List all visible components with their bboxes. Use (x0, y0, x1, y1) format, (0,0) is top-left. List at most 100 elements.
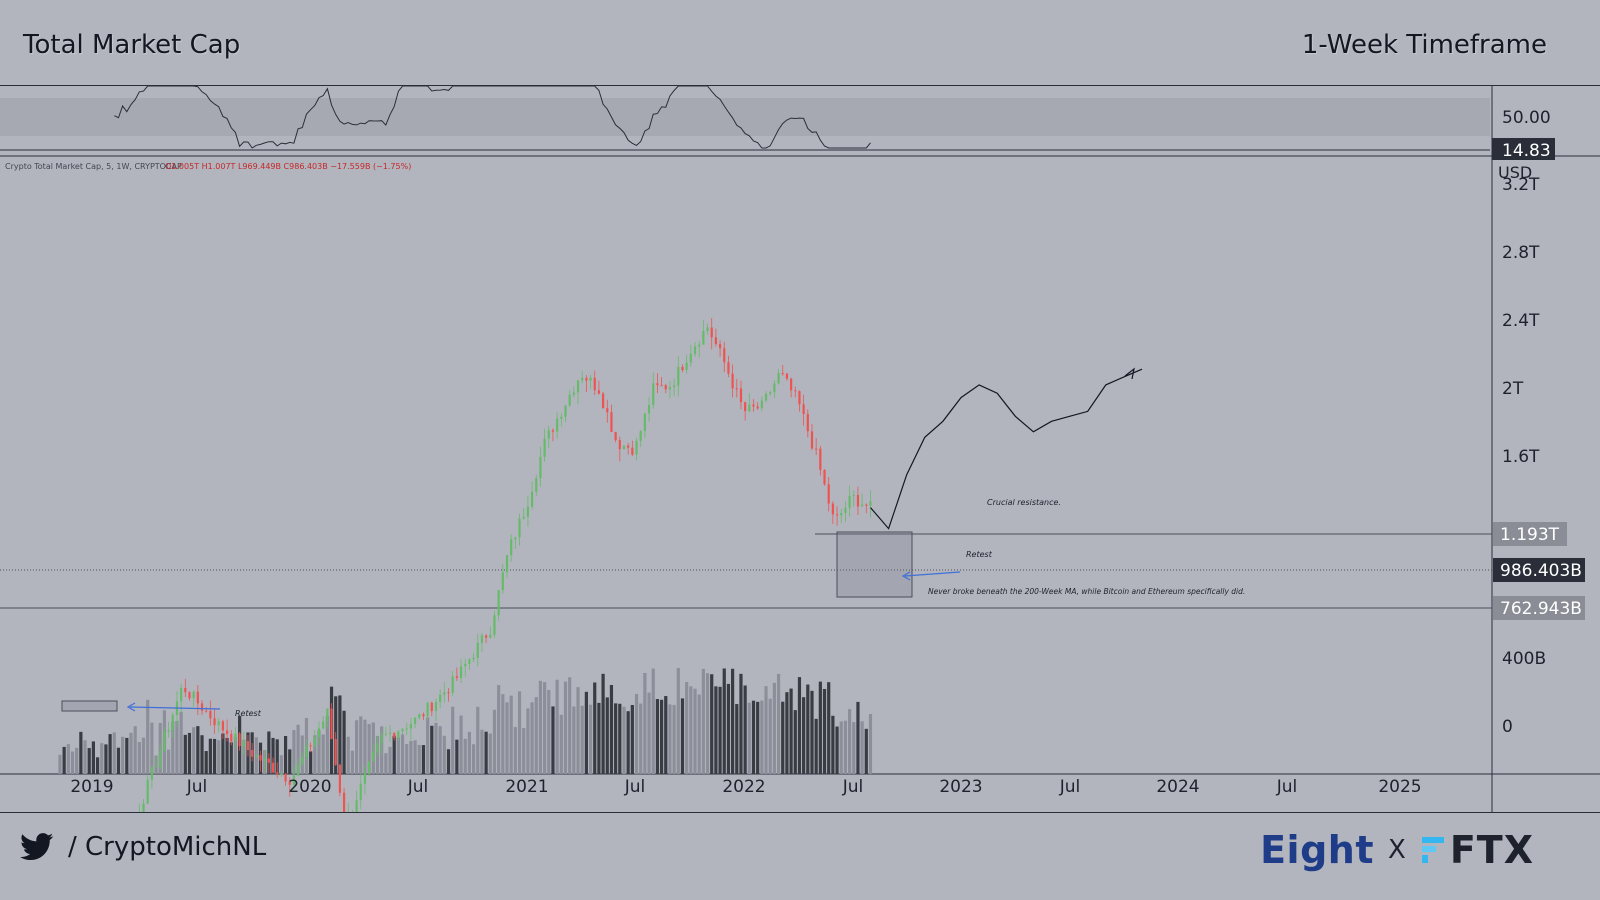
candle-up (685, 362, 688, 371)
volume-bar (693, 688, 697, 774)
volume-bar (664, 696, 668, 774)
x-tick-jul-2024: Jul (1276, 777, 1298, 797)
candle-up (171, 715, 174, 731)
volume-bar (776, 673, 781, 774)
currency-label: USD (1498, 163, 1532, 182)
y-tick-2.8t: 2.8T (1502, 243, 1540, 263)
volume-bar (852, 722, 856, 774)
candle-up (472, 657, 475, 660)
volume-bar (584, 691, 588, 774)
volume-bar (685, 682, 689, 774)
volume-bar (108, 734, 112, 774)
candle-down (823, 469, 826, 485)
candle-up (522, 516, 525, 519)
volume-bar (430, 725, 434, 774)
brand-logos: Eight X FTX (1260, 828, 1534, 872)
candle-up (572, 392, 575, 395)
volume-bar (309, 751, 313, 774)
projection-path (870, 368, 1143, 530)
candle-up (501, 572, 504, 591)
volume-bar (196, 726, 200, 774)
candle-up (317, 728, 321, 737)
volume-bar (179, 711, 183, 774)
volume-bar (559, 714, 563, 774)
candle-up (242, 741, 245, 747)
candle-up (464, 663, 467, 667)
candle-down (802, 404, 805, 414)
retest-arrow-2019-icon (126, 702, 136, 712)
volume-bar (705, 673, 710, 774)
price-label-support-bg (1493, 596, 1585, 620)
candle-down (631, 447, 634, 455)
volume-bar (413, 740, 417, 774)
volume-bar (697, 694, 701, 774)
candle-up (380, 734, 383, 743)
candle-up (581, 377, 584, 381)
candle-up (505, 555, 509, 573)
twitter-handle[interactable]: / CryptoMichNL (20, 832, 266, 862)
candle-up (652, 383, 655, 405)
candle-down (284, 773, 287, 782)
rsi-pane: 50.00 14.83 (0, 86, 1600, 161)
candle-down (330, 708, 333, 740)
candle-down (196, 691, 199, 704)
volume-bar (630, 704, 634, 774)
x-axis[interactable]: 2019 Jul 2020 Jul 2021 Jul 2022 Jul 2023… (70, 777, 1421, 797)
candle-up (677, 367, 680, 386)
volume-bar (166, 749, 171, 774)
price-chart[interactable]: 50.00 14.83 Crypto Total Market Cap, 5, … (0, 86, 1600, 812)
volume-bar (229, 742, 233, 774)
candle-up (869, 501, 872, 506)
annotation-retest-2019: Retest (235, 709, 262, 718)
candle-up (280, 773, 283, 775)
volume-bar (417, 744, 421, 774)
volume-bar (451, 706, 455, 774)
volume-bar (116, 747, 121, 774)
y-axis[interactable]: 3.2T 2.8T 2.4T 2T 1.6T 400B 0 (1502, 175, 1546, 737)
candle-up (388, 732, 392, 734)
volume-bar (501, 694, 505, 774)
volume-bar (66, 744, 70, 774)
candle-up (539, 456, 542, 479)
chart-area[interactable]: 50.00 14.83 Crypto Total Market Cap, 5, … (0, 85, 1600, 813)
range-box (836, 531, 913, 598)
volume-bar (580, 705, 584, 774)
candle-up (497, 590, 500, 616)
volume-bar (400, 734, 405, 774)
volume-bar (856, 701, 860, 774)
candle-up (777, 372, 780, 384)
volume-bar (434, 722, 438, 774)
candle-down (835, 514, 839, 516)
candle-up (413, 717, 417, 724)
candle-up (397, 731, 400, 738)
volume-bar (847, 709, 852, 774)
candle-down (865, 504, 868, 506)
volume-bar (568, 677, 572, 774)
retest-arrow (904, 571, 961, 577)
candle-up (434, 702, 438, 712)
candle-up (530, 491, 534, 507)
volume-bar (350, 750, 355, 774)
y-tick-400b: 400B (1502, 649, 1546, 669)
volume-bar (212, 738, 217, 774)
volume-bar (388, 746, 392, 774)
volume-bar (75, 747, 79, 774)
volume-bar (722, 668, 726, 774)
candle-up (764, 393, 768, 401)
candle-up (514, 537, 517, 540)
candle-down (727, 362, 730, 374)
candle-down (251, 750, 254, 757)
candle-up (376, 742, 379, 752)
candle-down (681, 367, 684, 371)
annotation-crucial-resistance: Crucial resistance. (987, 498, 1061, 507)
candle-down (735, 388, 738, 390)
candle-down (827, 484, 830, 504)
candle-up (635, 440, 638, 455)
volume-bar (296, 724, 300, 774)
volume-bar (806, 684, 810, 774)
candle-up (150, 767, 153, 780)
volume-bar (129, 732, 133, 774)
volume-bar (275, 739, 279, 774)
candle-down (205, 710, 208, 712)
y-tick-0: 0 (1502, 717, 1513, 737)
